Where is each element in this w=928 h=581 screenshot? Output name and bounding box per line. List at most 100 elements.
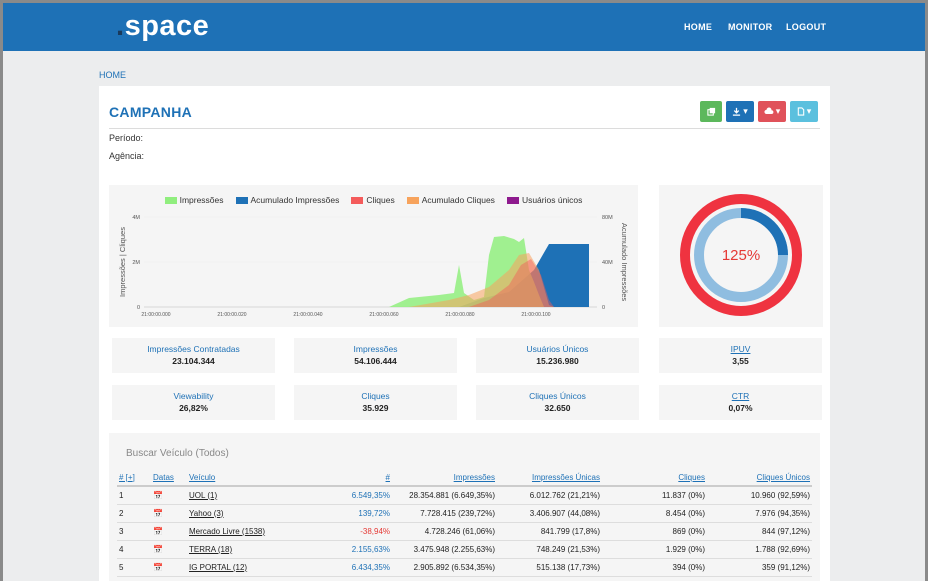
donut-outer-ring xyxy=(680,194,802,316)
row-impressoes-unicas: 841.799 (17,8%) xyxy=(497,522,602,541)
donut-card: 125% xyxy=(659,185,823,327)
chart-card: Impressões Acumulado Impressões Cliques Acu… xyxy=(109,185,638,327)
col-index[interactable]: # [+] xyxy=(117,469,151,487)
app-frame: .space HOME MONITOR LOGOUT HOME CAMPANHA… xyxy=(3,3,925,581)
x-tick: 21:00:00.040 xyxy=(293,312,322,318)
row-impressoes: 4.728.246 (61,06%) xyxy=(392,522,497,541)
row-cliques: 394 (0%) xyxy=(602,558,707,577)
y-right-tick: 0 xyxy=(602,305,605,311)
vehicle-link[interactable]: IG PORTAL (12) xyxy=(187,558,297,577)
download-button[interactable]: ▾ xyxy=(726,101,754,122)
row-pct: 6.434,35% xyxy=(297,558,392,577)
row-cliques-unicos: 1.788 (92,69%) xyxy=(707,540,812,559)
legend-label: Acumulado Cliques xyxy=(421,195,495,205)
x-tick: 21:00:00.100 xyxy=(521,312,550,318)
y-right-tick: 40M xyxy=(602,260,613,266)
row-pct: 139,72% xyxy=(297,504,392,523)
row-impressoes-unicas: 515.138 (17,73%) xyxy=(497,558,602,577)
row-index: 5 xyxy=(117,558,151,577)
cloud-download-button[interactable]: ▾ xyxy=(758,101,786,122)
col-cliques[interactable]: Cliques xyxy=(602,469,707,487)
legend-swatch xyxy=(164,196,177,204)
vehicle-link[interactable]: Mercado Livre (1538) xyxy=(187,522,297,541)
col-pct[interactable]: # xyxy=(297,469,392,487)
row-pct: 2.155,63% xyxy=(297,540,392,559)
row-cliques-unicos: 844 (97,12%) xyxy=(707,522,812,541)
y-axis-left-label: Impressões | Cliques xyxy=(118,227,127,297)
table-row[interactable]: 5 📅 IG PORTAL (12) 6.434,35% 2.905.892 (6.53… xyxy=(117,558,812,577)
legend-item[interactable]: Cliques xyxy=(351,195,395,205)
nav-monitor[interactable]: MONITOR xyxy=(728,22,773,32)
breadcrumb-home[interactable]: HOME xyxy=(99,70,126,80)
col-cliques-unicos[interactable]: Cliques Únicos xyxy=(707,469,812,487)
y-left-tick: 2M xyxy=(132,260,140,266)
vehicle-link[interactable]: Yahoo (3) xyxy=(187,504,297,523)
row-index: 4 xyxy=(117,540,151,559)
cloud-download-icon xyxy=(764,107,774,114)
y-axis-right-label: Acumulado Impressões xyxy=(620,223,629,302)
legend-item[interactable]: Acumulado Impressões xyxy=(235,195,339,205)
table-row[interactable]: 2 📅 Yahoo (3) 139,72% 7.728.415 (239,72%) 3.4… xyxy=(117,504,812,523)
vehicles-table: # [+] Datas Veículo # Impressões Impress… xyxy=(117,469,812,577)
vehicle-link[interactable]: TERRA (18) xyxy=(187,540,297,559)
row-pct: -38,94% xyxy=(297,522,392,541)
vehicle-link[interactable]: UOL (1) xyxy=(187,486,297,505)
x-tick: 21:00:00.060 xyxy=(369,312,398,318)
series-cliques xyxy=(144,259,554,307)
row-index: 1 xyxy=(117,486,151,505)
col-datas[interactable]: Datas xyxy=(151,469,187,487)
calendar-icon[interactable]: 📅 xyxy=(151,486,187,505)
title-divider xyxy=(109,128,820,129)
legend-swatch xyxy=(235,196,248,204)
row-cliques-unicos: 7.976 (94,35%) xyxy=(707,504,812,523)
file-icon xyxy=(797,107,804,116)
nav-logout[interactable]: LOGOUT xyxy=(786,22,827,32)
stat-viewability: Viewability 26,82% xyxy=(112,385,275,420)
periodo-label: Período: xyxy=(109,133,144,143)
legend-item[interactable]: Impressões xyxy=(164,195,224,205)
stat-cliques: Cliques 35.929 xyxy=(294,385,457,420)
brand-logo[interactable]: .space xyxy=(116,10,210,42)
stat-ipuv[interactable]: IPUV 3,55 xyxy=(659,338,822,373)
legend-item[interactable]: Acumulado Cliques xyxy=(406,195,495,205)
y-right-tick: 80M xyxy=(602,215,613,221)
row-impressoes: 28.354.881 (6.649,35%) xyxy=(392,486,497,505)
row-impressoes-unicas: 748.249 (21,53%) xyxy=(497,540,602,559)
x-tick: 21:00:00.000 xyxy=(141,312,170,318)
row-cliques: 8.454 (0%) xyxy=(602,504,707,523)
chevron-down-icon: ▾ xyxy=(806,106,812,116)
row-cliques: 11.837 (0%) xyxy=(602,486,707,505)
nav-home[interactable]: HOME xyxy=(684,22,713,32)
file-button[interactable]: ▾ xyxy=(790,101,818,122)
legend-swatch xyxy=(406,196,419,204)
stat-cliques-unicos: Cliques Únicos 32.650 xyxy=(476,385,639,420)
stat-ctr[interactable]: CTR 0,07% xyxy=(659,385,822,420)
x-tick: 21:00:00.080 xyxy=(445,312,474,318)
table-row[interactable]: 3 📅 Mercado Livre (1538) -38,94% 4.728.246 (… xyxy=(117,522,812,541)
agencia-label: Agência: xyxy=(109,151,145,161)
legend-item[interactable]: Usuários únicos xyxy=(506,195,582,205)
copy-icon xyxy=(706,107,715,116)
row-cliques: 1.929 (0%) xyxy=(602,540,707,559)
copy-button[interactable] xyxy=(700,101,722,122)
row-cliques: 869 (0%) xyxy=(602,522,707,541)
x-tick: 21:00:00.020 xyxy=(217,312,246,318)
col-impressoes-unicas[interactable]: Impressões Únicas xyxy=(497,469,602,487)
legend-label: Impressões xyxy=(179,195,224,205)
row-impressoes: 7.728.415 (239,72%) xyxy=(392,504,497,523)
donut-chart: 125% xyxy=(680,194,802,316)
table-row[interactable]: 1 📅 UOL (1) 6.549,35% 28.354.881 (6.649,35%)… xyxy=(117,486,812,505)
col-veiculo[interactable]: Veículo xyxy=(187,469,297,487)
chart-legend: Impressões Acumulado Impressões Cliques Acu… xyxy=(109,195,638,205)
calendar-icon[interactable]: 📅 xyxy=(151,540,187,559)
col-impressoes[interactable]: Impressões xyxy=(392,469,497,487)
legend-label: Cliques xyxy=(366,195,395,205)
calendar-icon[interactable]: 📅 xyxy=(151,558,187,577)
table-row[interactable]: 4 📅 TERRA (18) 2.155,63% 3.475.948 (2.255,63… xyxy=(117,540,812,559)
calendar-icon[interactable]: 📅 xyxy=(151,522,187,541)
row-impressoes-unicas: 3.406.907 (44,08%) xyxy=(497,504,602,523)
calendar-icon[interactable]: 📅 xyxy=(151,504,187,523)
y-left-tick: 4M xyxy=(132,215,140,221)
search-vehicle-input[interactable]: Buscar Veículo (Todos) xyxy=(126,448,229,459)
